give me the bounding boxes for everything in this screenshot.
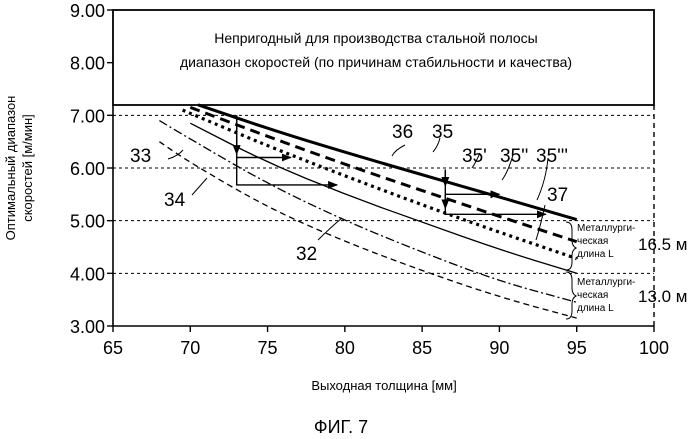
met-length-lower-note-1: Металлурги- [577,277,635,288]
grid-lines [113,115,654,273]
x-axis-title: Выходная толщина [мм] [311,378,456,393]
x-tick-label: 90 [489,338,509,358]
x-tick-label: 100 [639,338,669,358]
label-32: 32 [296,244,317,265]
label-35-dbl: 35'' [500,146,528,167]
y-axis-title-line-2: скоростей [м/мин] [20,114,35,222]
label-35: 35 [432,122,453,143]
x-tick-label: 70 [180,338,200,358]
label-33: 33 [130,146,151,167]
met-length-lower-note-3: длина L [577,303,614,314]
y-tick-label: 3.00 [70,317,105,337]
met-length-upper-note-1: Металлурги- [577,223,635,234]
leader-32 [318,218,342,240]
label-35-prime: 35' [462,146,487,167]
y-tick-label: 8.00 [70,54,105,74]
y-tick-label: 5.00 [70,212,105,232]
x-tick-label: 95 [567,338,587,358]
label-36: 36 [392,122,413,143]
y-tick-label: 9.00 [70,1,105,21]
x-tick-label: 65 [103,338,123,358]
brace-upper [566,222,576,270]
label-37: 37 [547,185,568,206]
figure-caption: ФИГ. 7 [314,417,368,437]
leader-33 [168,150,183,159]
met-length-upper-value: 16.5 м [638,235,688,254]
leader-34 [192,178,207,195]
unsuitable-region-text-line-1: Непригодный для производства стальной по… [214,30,538,46]
y-tick-label: 6.00 [70,159,105,179]
y-tick-label: 7.00 [70,106,105,126]
series-line-36 [190,107,576,241]
unsuitable-region-text-line-2: диапазон скоростей (по причинам стабильн… [180,54,572,70]
x-tick-label: 85 [412,338,432,358]
met-length-upper-note-2: ческая [577,236,608,247]
y-axis-title-line-1: Оптимальный диапазон [3,96,18,241]
data-series [159,105,576,318]
met-length-lower-value: 13.0 м [638,287,688,306]
label-34: 34 [164,190,186,211]
x-tick-label: 80 [335,338,355,358]
x-tick-label: 75 [258,338,278,358]
y-tick-label: 4.00 [70,264,105,284]
met-length-upper-note-3: длина L [577,249,614,260]
brace-lower [566,272,576,319]
label-35-tpl: 35''' [536,146,568,167]
leader-36 [392,145,405,156]
met-length-lower-note-2: ческая [577,290,608,301]
chart-canvas: Непригодный для производства стальной по… [0,0,699,439]
